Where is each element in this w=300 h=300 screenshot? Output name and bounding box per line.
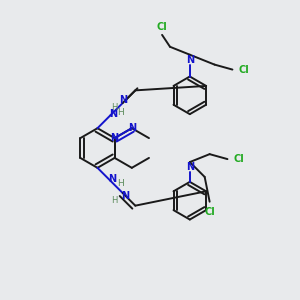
Text: H: H [117,179,123,188]
Text: Cl: Cl [157,22,167,32]
Text: H: H [112,103,118,112]
Text: N: N [108,175,116,184]
Text: Cl: Cl [239,64,250,75]
Text: N: N [121,191,129,201]
Text: N: N [128,123,136,133]
Text: N: N [118,95,127,105]
Text: N: N [111,133,119,143]
Text: Cl: Cl [204,207,215,217]
Text: N: N [186,162,194,172]
Text: H: H [112,196,118,206]
Text: Cl: Cl [234,154,245,164]
Text: N: N [109,109,117,118]
Text: N: N [186,55,194,65]
Text: H: H [117,108,123,117]
